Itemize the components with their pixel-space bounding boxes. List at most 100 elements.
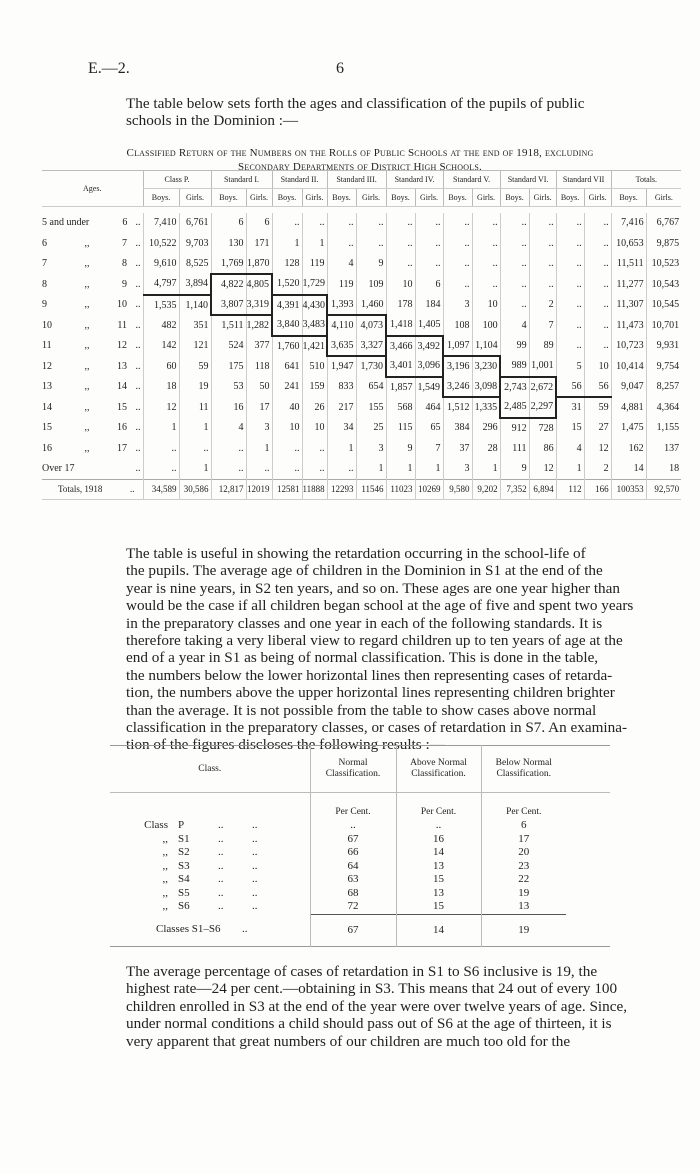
results-header-row: Class. Normal Classification. Above Normal… bbox=[110, 745, 610, 793]
value-cell: 4,881 bbox=[610, 397, 647, 418]
total-cell: 12,817 bbox=[210, 478, 246, 500]
value-cell: 3,483 bbox=[301, 315, 329, 337]
value-cell: 10 bbox=[471, 294, 501, 315]
value-cell: .. bbox=[326, 212, 357, 233]
value-cell: 3,492 bbox=[414, 334, 445, 356]
age-part: 14 bbox=[116, 381, 127, 393]
value-cell: 1,549 bbox=[414, 376, 444, 397]
table-row: 11,, 12.. 142 121 524 377 1,760 1,421 3,635 3,327… bbox=[42, 334, 682, 357]
dots: .. bbox=[218, 832, 224, 845]
value-cell: 9,047 bbox=[610, 376, 647, 397]
value-cell: 155 bbox=[355, 397, 387, 418]
value-cell: 8,525 bbox=[178, 253, 211, 274]
value-cell: .. bbox=[326, 458, 357, 479]
age-label: 5 and under 6.. bbox=[42, 213, 143, 234]
value-cell: 1,512 bbox=[442, 397, 473, 418]
header-row-sex: Boys. Girls. Boys. Girls. Boys. Girls. Boys. Gi… bbox=[42, 188, 682, 207]
value-cell: .. bbox=[301, 438, 328, 459]
age-part: ,, bbox=[84, 237, 90, 249]
age-part: .. bbox=[135, 360, 141, 372]
value-cell: .. bbox=[442, 274, 473, 295]
age-part: 15 bbox=[42, 422, 52, 434]
value-cell: 10 bbox=[583, 356, 612, 377]
age-part: 12 bbox=[116, 340, 127, 352]
caption-line: Classified Return of the Numbers on the … bbox=[126, 147, 594, 159]
value-cell: 1,760 bbox=[271, 335, 303, 356]
percent-cell: .. bbox=[395, 819, 481, 833]
value-cell: .. bbox=[528, 212, 557, 233]
age-part: 11 bbox=[117, 319, 127, 331]
age-label: 6,, 7.. bbox=[42, 233, 143, 254]
text-line: end of a year in S1 as being of normal c… bbox=[126, 649, 599, 667]
age-part: 8 bbox=[121, 258, 127, 270]
value-cell: .. bbox=[414, 253, 444, 274]
value-cell: .. bbox=[583, 212, 612, 233]
retardation-paragraph: The table is useful in showing the retar… bbox=[88, 545, 648, 754]
value-cell: 1,769 bbox=[210, 253, 246, 274]
value-cell: 4 bbox=[499, 315, 530, 336]
age-part: .. bbox=[135, 381, 141, 393]
age-part: 11 bbox=[42, 340, 52, 352]
class-cell: ,, S3.... bbox=[110, 860, 310, 874]
totals-text: Totals, 1918 bbox=[58, 484, 103, 495]
value-cell: 8,257 bbox=[645, 376, 682, 397]
value-cell: 1,418 bbox=[385, 315, 416, 336]
value-cell: 1 bbox=[301, 233, 328, 254]
value-cell: .. bbox=[583, 233, 612, 254]
percent-cell: 15 bbox=[395, 900, 481, 914]
age-part: 10 bbox=[116, 299, 127, 311]
value-cell: 14 bbox=[610, 458, 647, 479]
value-cell: 16 bbox=[210, 397, 246, 418]
value-cell: 1,335 bbox=[471, 397, 501, 418]
age-part: .. bbox=[135, 340, 141, 352]
age-part: ,, bbox=[84, 278, 90, 290]
total-cell: 100353 bbox=[610, 478, 647, 500]
girls-header: Girls. bbox=[471, 188, 501, 207]
value-cell: 11,511 bbox=[610, 253, 647, 274]
results-row: ,, S2.... 66 14 20 bbox=[110, 846, 610, 860]
value-cell: 241 bbox=[271, 376, 303, 397]
class-prefix: Class bbox=[144, 819, 168, 831]
class-cell: ,, S2.... bbox=[110, 846, 310, 860]
value-cell: 4,822 bbox=[210, 273, 246, 295]
age-part: .. bbox=[135, 217, 141, 229]
table-row: 16,, 17........ 1.... 1 3 9 7 37 28 111 86 4 12 162 13… bbox=[42, 438, 682, 459]
value-cell: .. bbox=[471, 274, 501, 295]
value-cell: 4,110 bbox=[326, 314, 357, 336]
ages-header: Ages. bbox=[42, 170, 143, 207]
table-row: 12,, 13.. 60 59 175 118 641 510 1,947 1,730 3,401 3… bbox=[42, 355, 682, 378]
value-cell: 99 bbox=[499, 335, 530, 356]
text-line: The table is useful in showing the retar… bbox=[126, 545, 586, 562]
value-cell: 1,405 bbox=[414, 315, 444, 336]
value-cell: 728 bbox=[528, 417, 557, 438]
age-part: 12 bbox=[42, 360, 52, 372]
age-part: .. bbox=[135, 401, 141, 413]
age-part: 15 bbox=[116, 401, 127, 413]
value-cell: 1 bbox=[471, 458, 501, 479]
value-cell: 4,430 bbox=[301, 293, 329, 315]
value-cell: 1,857 bbox=[385, 376, 416, 397]
value-cell: 4,805 bbox=[245, 273, 274, 295]
age-part: ,, bbox=[84, 360, 90, 372]
boys-header: Boys. bbox=[326, 188, 357, 207]
total-cell: 166 bbox=[583, 478, 612, 500]
age-part: ,, bbox=[84, 401, 90, 413]
value-cell: .. bbox=[555, 335, 585, 356]
value-cell: 10,723 bbox=[610, 335, 647, 356]
table-row: Over 17.... 1.......... 1 1 1 3 1 9 12 1 2 14 18 bbox=[42, 458, 682, 480]
percent-cell: 66 bbox=[309, 846, 396, 860]
value-cell: 9,754 bbox=[645, 356, 682, 377]
value-cell: 6 bbox=[245, 212, 273, 233]
results-row: ,, S3.... 64 13 23 bbox=[110, 859, 610, 874]
table-row: 14,, 15.. 12 11 16 17 40 26 217 155 568 464 1,512 1,3… bbox=[42, 397, 682, 419]
page-number: 6 bbox=[336, 60, 344, 77]
value-cell: 1,001 bbox=[528, 356, 557, 377]
age-part: .. bbox=[135, 258, 141, 270]
value-cell: 19 bbox=[178, 376, 211, 397]
value-cell: .. bbox=[271, 438, 303, 459]
value-cell: 7,416 bbox=[610, 212, 647, 233]
value-cell: 108 bbox=[442, 315, 473, 336]
value-cell: .. bbox=[555, 294, 585, 315]
percent-cell: 67 bbox=[309, 832, 396, 846]
age-label: Over 17.. bbox=[42, 459, 143, 480]
